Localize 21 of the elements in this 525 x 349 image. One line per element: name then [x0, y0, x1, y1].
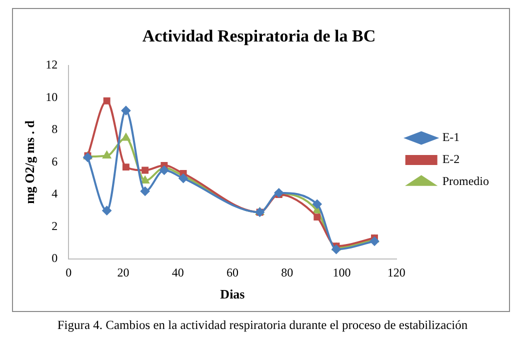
y-axis-title: mg O2/g ms . d — [22, 120, 38, 204]
y-tick-label: 6 — [52, 154, 58, 168]
y-tick-label: 10 — [46, 90, 58, 104]
legend-label: Promedio — [442, 174, 490, 188]
y-tick-label: 2 — [52, 218, 58, 233]
x-axis-title: Dias — [220, 286, 245, 302]
x-tick-label: 0 — [66, 265, 72, 280]
x-tick-label: 60 — [226, 265, 238, 280]
x-tick-label: 20 — [117, 265, 130, 280]
chart-title: Actividad Respiratoria de la BC — [142, 26, 376, 46]
y-tick-label: 12 — [46, 58, 58, 72]
y-tick-label: 4 — [52, 186, 58, 201]
x-tick-label: 100 — [332, 265, 351, 280]
x-tick-label: 80 — [281, 265, 294, 280]
legend-label: E-2 — [442, 152, 460, 166]
text: Figura 4. Cambios en la actividad respiratoria durante el proceso de estabilización — [56, 318, 469, 333]
legend-label: E-1 — [442, 130, 460, 144]
y-tick-label: 8 — [52, 122, 58, 136]
x-tick-label: 40 — [172, 265, 184, 280]
x-tick-label: 120 — [387, 265, 406, 280]
y-tick-label: 0 — [52, 251, 58, 266]
